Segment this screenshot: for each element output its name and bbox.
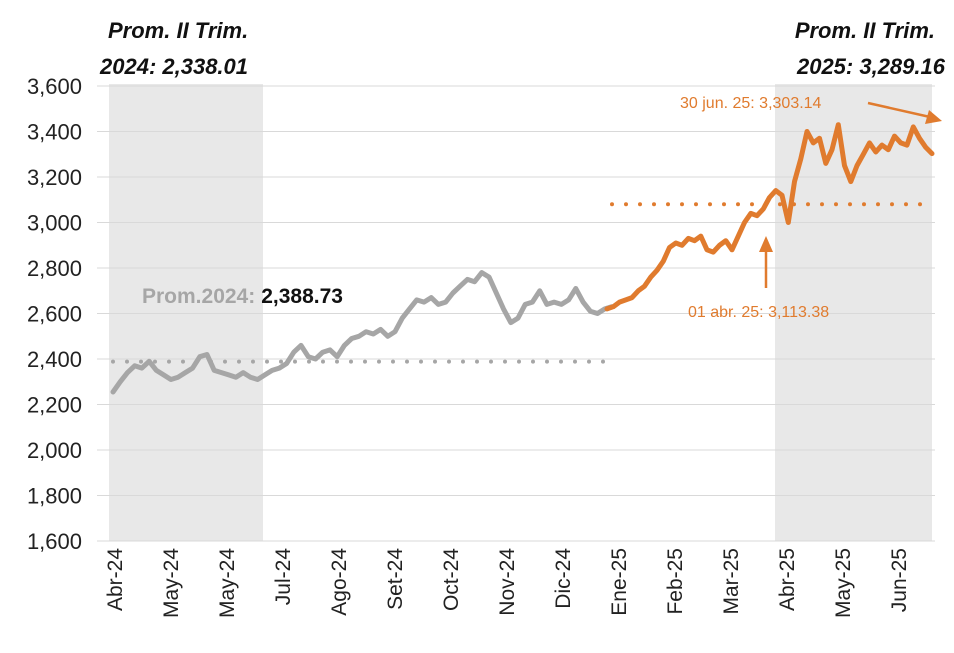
series-2025-line bbox=[604, 122, 935, 312]
x-tick-label: Jun-25 bbox=[888, 548, 911, 612]
arrow-30jun-head bbox=[925, 110, 942, 124]
y-tick-label: 1,800 bbox=[27, 484, 82, 509]
annotation-arrows bbox=[759, 101, 942, 288]
series-lines bbox=[110, 122, 935, 395]
arrow-30jun-shaft bbox=[867, 101, 931, 119]
series-2024-line bbox=[110, 270, 615, 395]
annotation-30jun: 30 jun. 25: 3,303.14 bbox=[680, 95, 822, 112]
x-axis-ticks: Abr-24 May-24 May-24 Jul-24 Ago-24 Set-24 Oct-… bbox=[104, 548, 911, 618]
x-tick-label: Ago-24 bbox=[328, 548, 351, 616]
arrow-01abr-head bbox=[759, 236, 773, 252]
x-tick-label: Abr-25 bbox=[776, 548, 799, 611]
y-tick-label: 2,800 bbox=[27, 256, 82, 281]
x-tick-label: Mar-25 bbox=[720, 548, 743, 615]
prom-2024-prefix: Prom.2024: bbox=[142, 285, 255, 308]
x-tick-label: May-24 bbox=[160, 548, 183, 618]
y-tick-label: 3,400 bbox=[27, 120, 82, 145]
x-tick-label: Nov-24 bbox=[496, 548, 519, 616]
x-tick-label: Ene-25 bbox=[608, 548, 631, 616]
x-tick-label: Set-24 bbox=[384, 548, 407, 610]
prom-2025-q2-title: Prom. II Trim. bbox=[795, 18, 935, 43]
prom-2024-q2-title: Prom. II Trim. bbox=[108, 18, 248, 43]
x-tick-label: Oct-24 bbox=[440, 548, 463, 611]
x-tick-label: Dic-24 bbox=[552, 548, 575, 609]
prom-2024-value: 2,388.73 bbox=[261, 285, 343, 308]
annotation-01abr: 01 abr. 25: 3,113.38 bbox=[688, 304, 829, 321]
x-tick-label: May-24 bbox=[216, 548, 239, 618]
y-tick-label: 2,200 bbox=[27, 393, 82, 418]
y-tick-label: 2,400 bbox=[27, 347, 82, 372]
x-tick-label: Jul-24 bbox=[272, 548, 295, 606]
x-tick-label: Feb-25 bbox=[664, 548, 687, 615]
prom-2025-q2-value: 2025: 3,289.16 bbox=[796, 54, 946, 79]
y-tick-label: 3,000 bbox=[27, 211, 82, 236]
y-tick-label: 2,600 bbox=[27, 302, 82, 327]
x-tick-label: Abr-24 bbox=[104, 548, 127, 611]
y-tick-label: 2,000 bbox=[27, 438, 82, 463]
gridlines bbox=[97, 85, 935, 542]
y-tick-label: 3,600 bbox=[27, 74, 82, 99]
prom-2024-q2-value: 2024: 2,338.01 bbox=[99, 54, 248, 79]
y-tick-label: 1,600 bbox=[27, 529, 82, 554]
prom-2024-label: Prom.2024: 2,388.73 bbox=[142, 285, 343, 308]
x-tick-label: May-25 bbox=[832, 548, 855, 618]
y-axis-ticks: 1,600 1,800 2,000 2,200 2,400 2,600 2,800 3,000… bbox=[27, 74, 82, 554]
shade-q2-2024 bbox=[109, 84, 263, 541]
y-tick-label: 3,200 bbox=[27, 165, 82, 190]
